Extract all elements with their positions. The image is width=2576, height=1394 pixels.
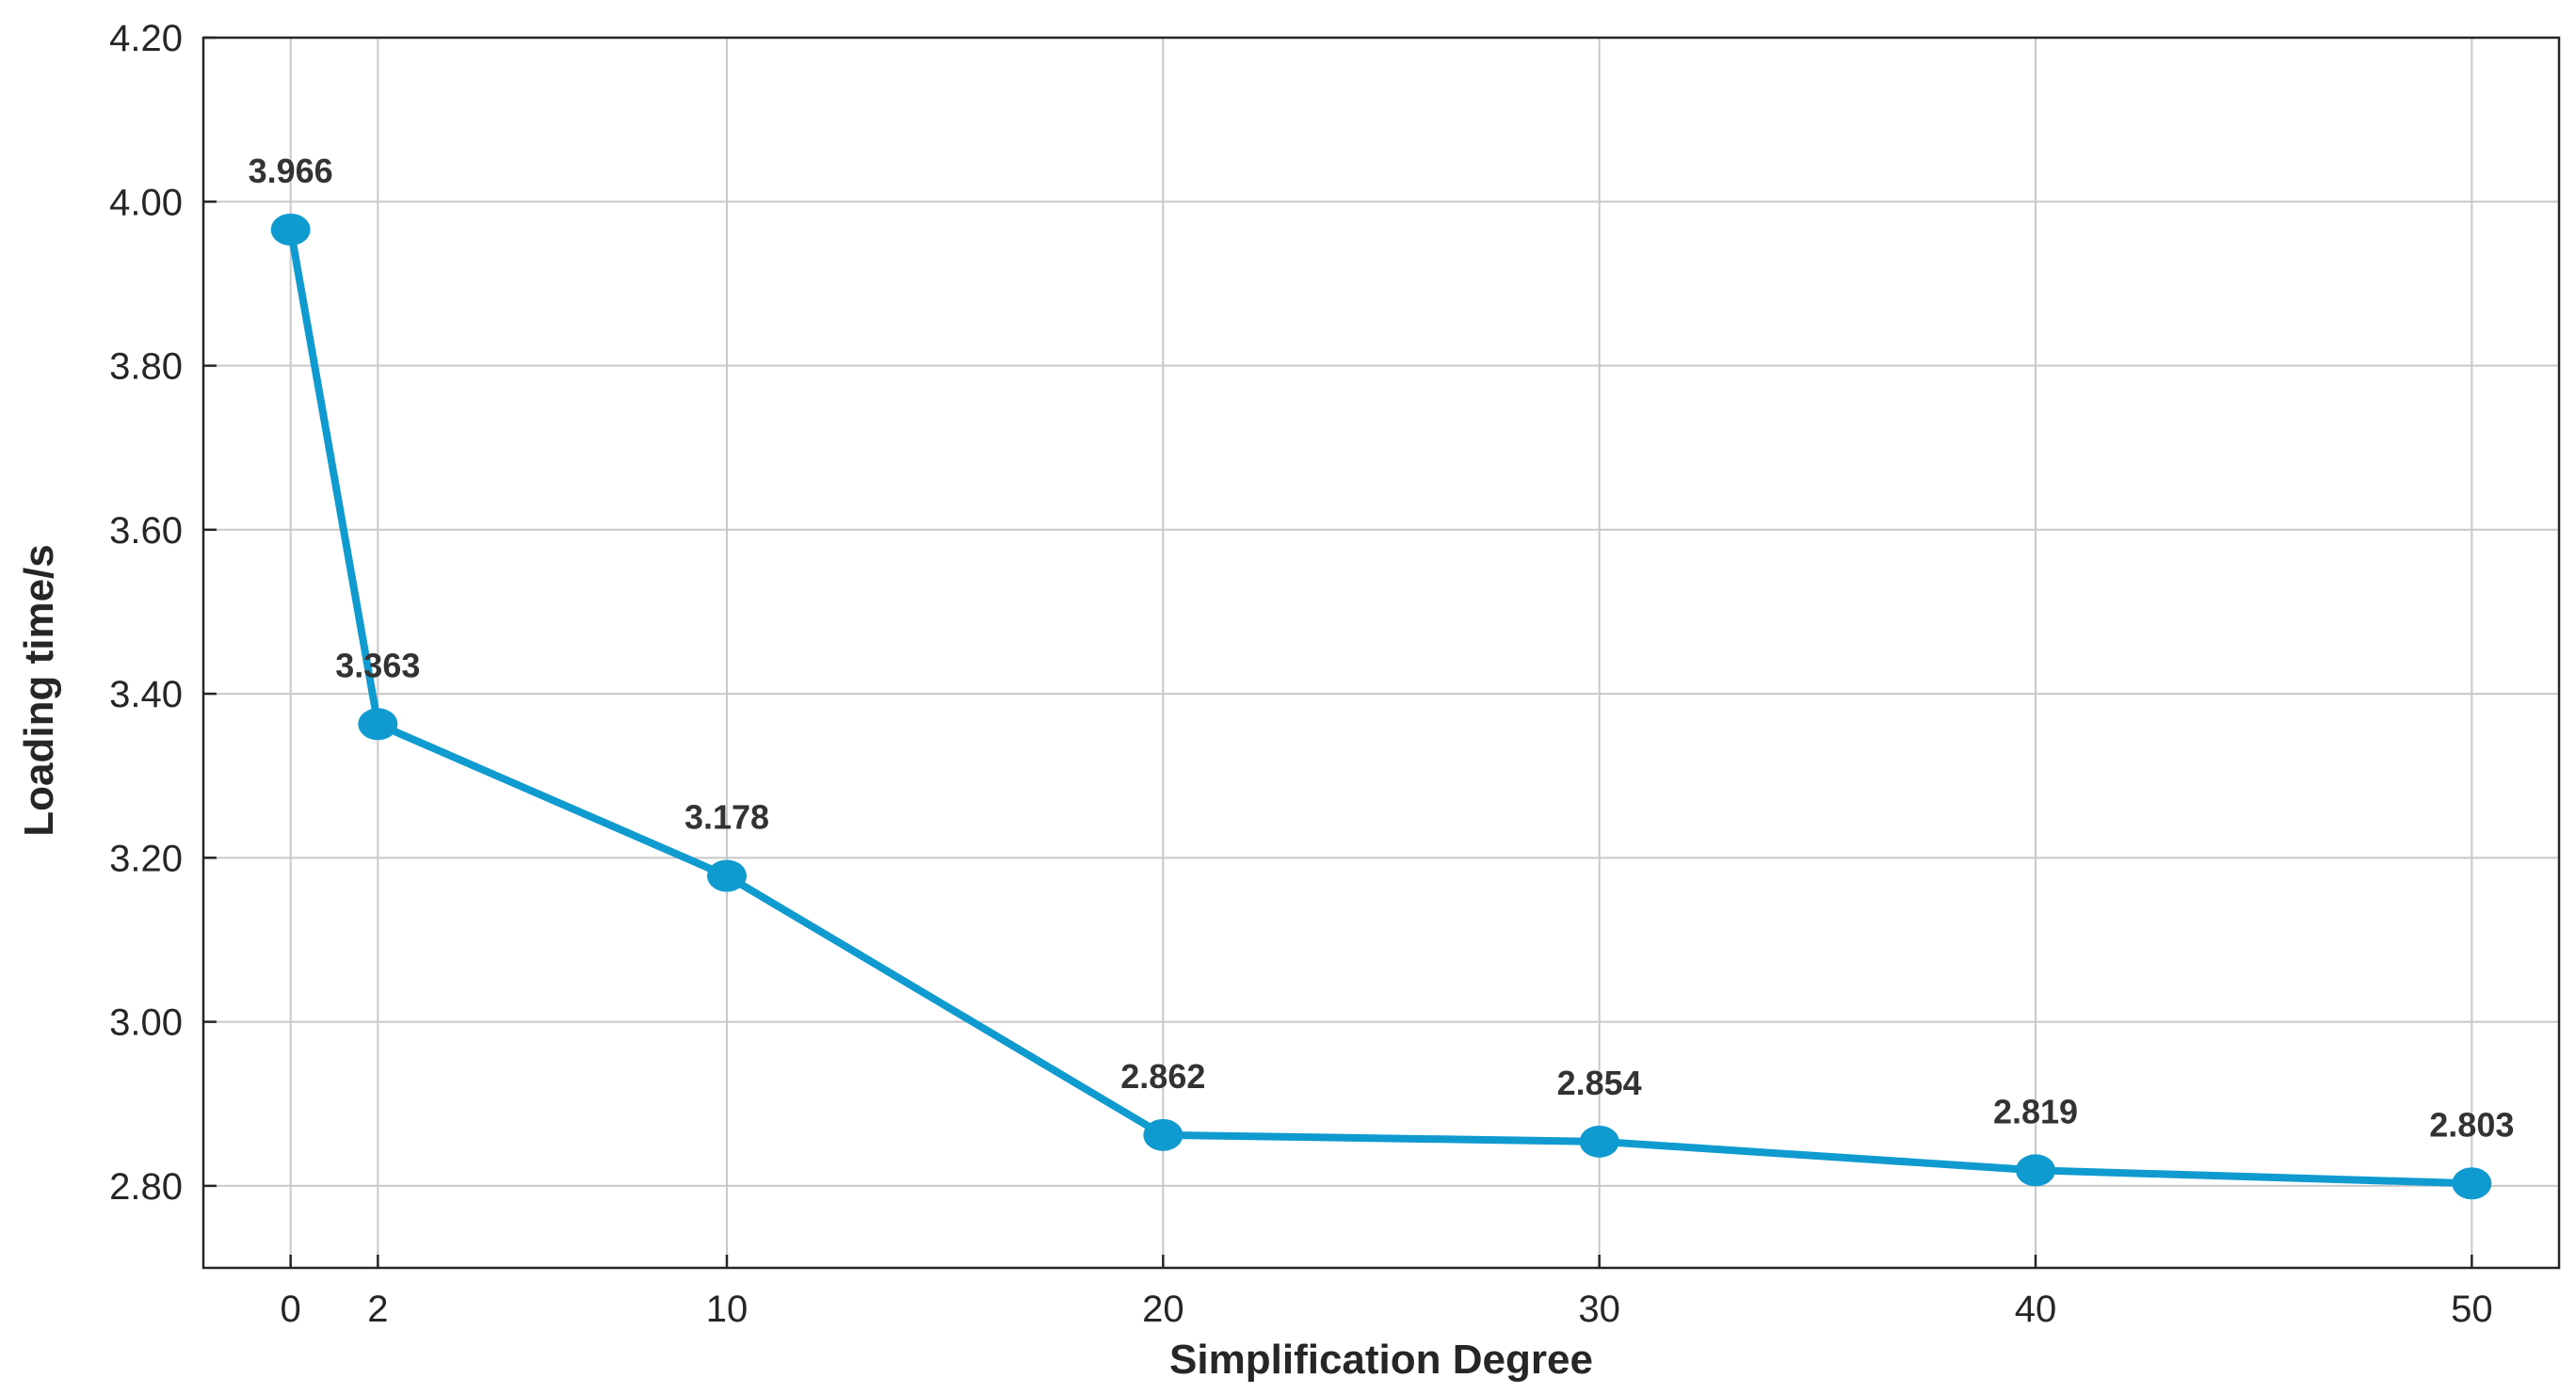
grid <box>203 37 2559 1268</box>
x-tick-label: 20 <box>1142 1289 1184 1330</box>
data-label: 2.854 <box>1557 1064 1642 1102</box>
y-axis-title: Loading time/s <box>16 544 62 836</box>
series-line <box>286 229 2472 1188</box>
data-point <box>707 859 747 892</box>
y-tick-label: 3.80 <box>109 346 183 388</box>
x-axis-ticks: 0 2 10 20 30 40 50 <box>281 1255 2493 1330</box>
data-label: 2.819 <box>1993 1092 2078 1130</box>
data-point <box>2452 1167 2492 1200</box>
data-label: 3.363 <box>335 646 420 684</box>
x-tick-label: 40 <box>2015 1289 2057 1330</box>
data-point <box>2016 1154 2055 1187</box>
data-label: 3.178 <box>684 798 769 837</box>
data-point <box>1579 1125 1619 1158</box>
y-axis-ticks: 2.80 3.00 3.20 3.40 3.60 3.80 4.00 4.20 <box>109 18 217 1208</box>
x-tick-label: 2 <box>367 1289 388 1330</box>
x-tick-label: 50 <box>2451 1289 2493 1330</box>
y-tick-label: 3.40 <box>109 674 183 715</box>
y-tick-label: 3.20 <box>109 838 183 879</box>
y-tick-label: 4.00 <box>109 182 183 223</box>
plot-frame <box>201 36 2561 1270</box>
data-label: 2.862 <box>1120 1057 1205 1096</box>
y-tick-label: 3.60 <box>109 510 183 552</box>
x-tick-label: 10 <box>706 1289 749 1330</box>
y-tick-label: 2.80 <box>109 1166 183 1208</box>
data-point <box>358 708 398 741</box>
data-point <box>270 213 311 246</box>
y-tick-label: 3.00 <box>109 1002 183 1044</box>
series-group: 3.966 3.363 3.178 2.862 2.854 2.819 2.803 <box>249 152 2514 1200</box>
x-tick-label: 0 <box>281 1289 301 1330</box>
data-point <box>1143 1118 1183 1151</box>
x-tick-label: 30 <box>1578 1289 1620 1330</box>
x-axis-title: Simplification Degree <box>1169 1337 1593 1383</box>
y-tick-label: 4.20 <box>109 18 183 59</box>
data-label: 2.803 <box>2429 1105 2514 1144</box>
data-label: 3.966 <box>249 152 333 190</box>
